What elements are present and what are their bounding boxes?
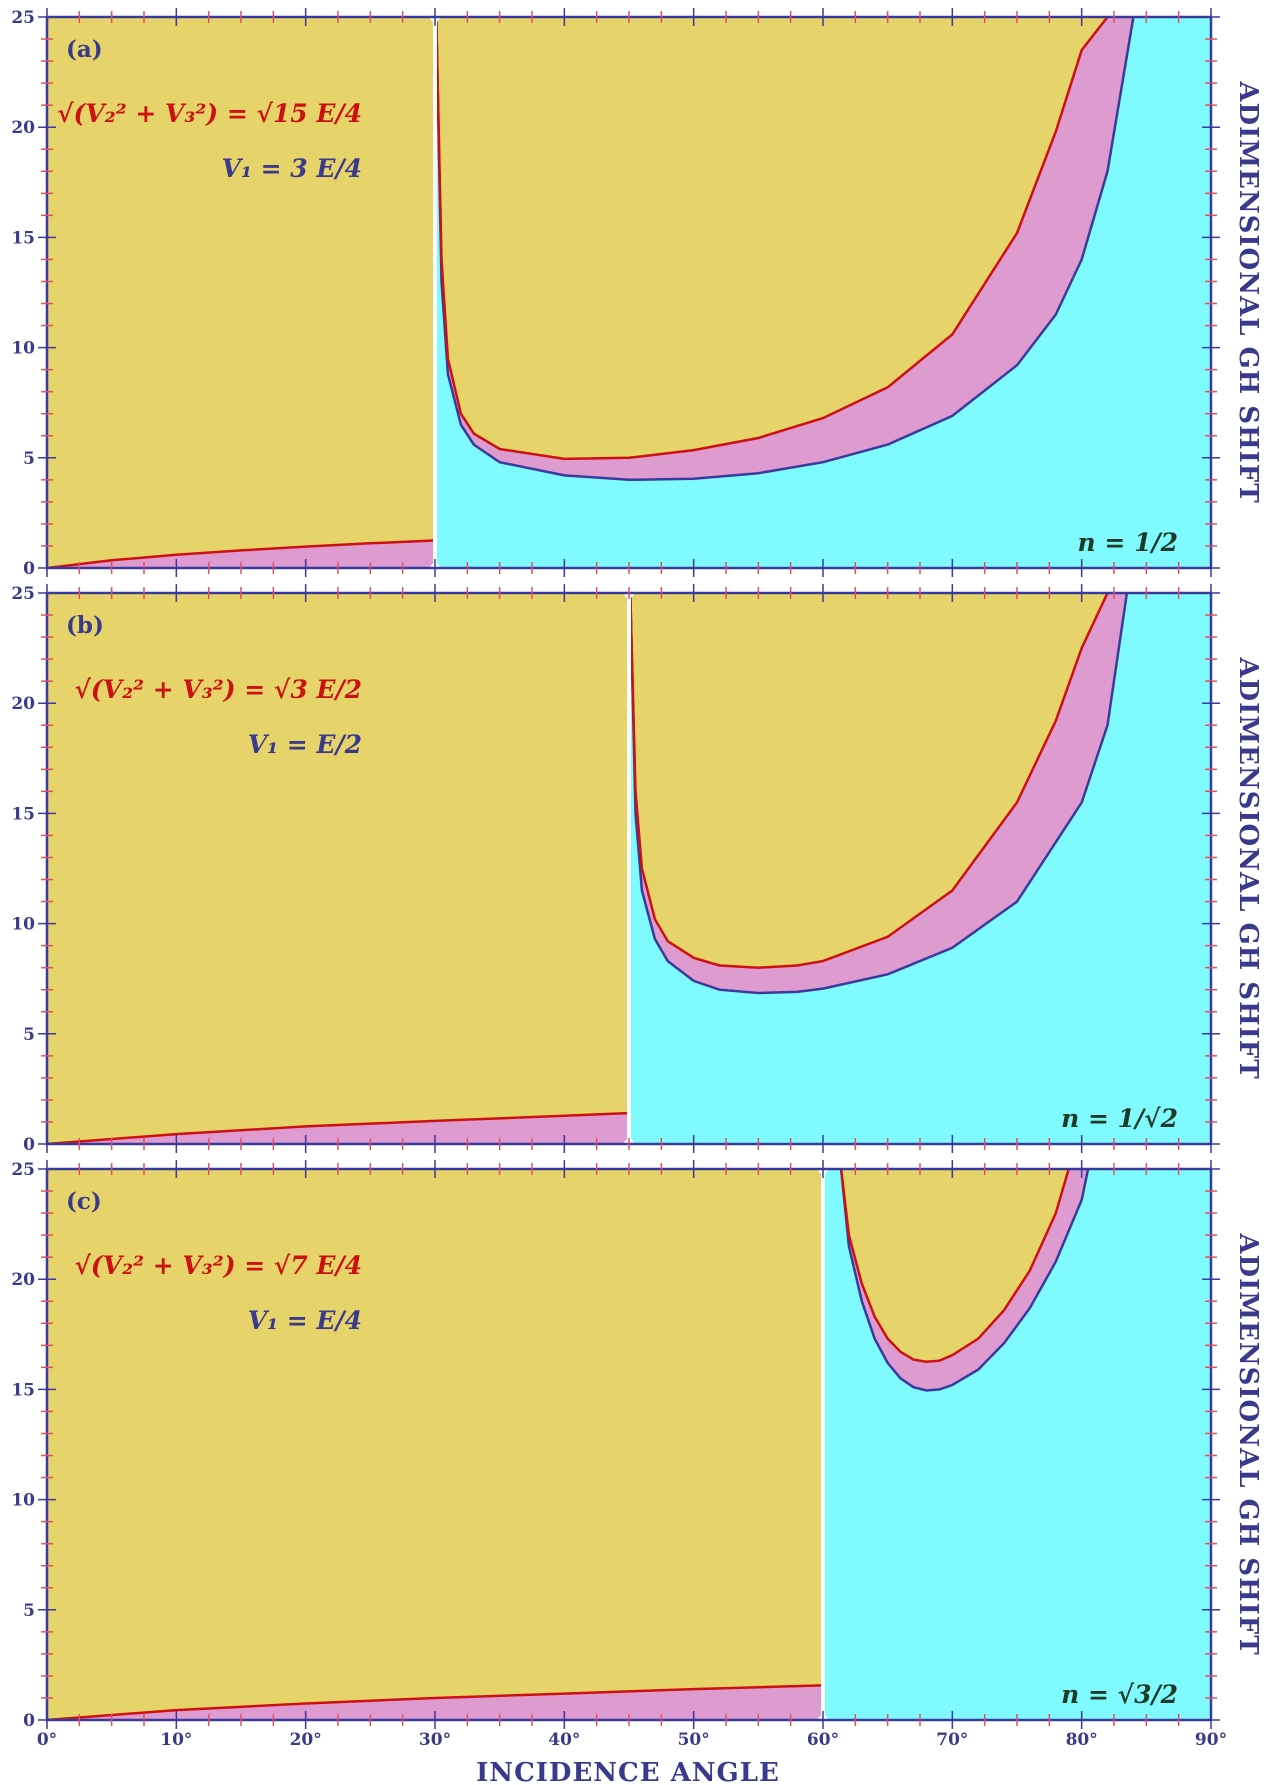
plot-area [47,593,1211,1144]
red-formula: √(V₂² + V₃²) = √3 E/2 [75,675,363,704]
y-tick-label: 10 [11,339,35,359]
pink-wedge [47,1685,822,1720]
y-tick-label: 5 [23,1025,35,1045]
plot-area [47,17,1211,568]
y-axis-title: ADIMENSIONAL GH SHIFT [1233,656,1263,1079]
red-curve-low [47,1111,628,1144]
panel-1: 0 5 10 15 20 25 (a) √(V₂² + V₃²) = √15 E/4 V₁ = … [11,8,1263,579]
panel-tag: (c) [66,1188,102,1215]
y-tick-label: 25 [11,1160,35,1180]
panel-2: 0 5 10 15 20 25 (b) √(V₂² + V₃²) = √3 E/2 V₁ = E… [11,584,1263,1155]
y-tick-label: 10 [11,915,35,935]
blue-formula: V₁ = E/4 [248,1306,362,1335]
y-tick-label: 0 [23,559,35,579]
plot-area [47,1169,1211,1720]
yellow-region-right [841,1169,1069,1362]
x-tick-label: 40° [548,1730,580,1750]
pink-wedge [47,1113,628,1144]
y-tick-label: 25 [11,584,35,604]
chart-panels: 0 5 10 15 20 25 (a) √(V₂² + V₃²) = √15 E/4 V₁ = … [11,8,1263,1750]
panel-3: 0 5 10 15 20 25 0° 10° 20° 30° 40° 50° 60° 70° 80° 90° (… [11,1160,1263,1750]
n-label: n = 1/2 [1078,528,1178,557]
yellow-region-left [47,593,629,1144]
x-tick-label: 90° [1195,1730,1227,1750]
panel-tag: (a) [66,36,103,63]
y-axis-title: ADIMENSIONAL GH SHIFT [1233,1232,1263,1655]
red-curve [629,593,1109,969]
n-label: n = 1/√2 [1061,1104,1178,1133]
x-tick-label: 10° [160,1730,192,1750]
x-axis-title: INCIDENCE ANGLE [476,1758,780,1785]
x-tick-label: 60° [807,1730,839,1750]
y-tick-label: 25 [11,8,35,28]
y-tick-label: 0 [23,1135,35,1155]
blue-curve [839,1169,1090,1392]
x-tick-label: 30° [419,1730,451,1750]
y-axis-title: ADIMENSIONAL GH SHIFT [1233,80,1263,503]
yellow-region-left [47,1169,823,1720]
x-tick-label: 80° [1066,1730,1098,1750]
y-tick-label: 0 [23,1711,35,1731]
y-tick-label: 15 [11,804,35,824]
x-tick-label: 0° [37,1730,57,1750]
axis-ticks [38,8,1220,577]
y-tick-label: 5 [23,1601,35,1621]
x-tick-label: 50° [678,1730,710,1750]
blue-curve [629,593,1129,995]
yellow-region-left [47,17,435,568]
axis-ticks [38,1160,1220,1729]
blue-formula: V₁ = E/2 [248,730,362,759]
blue-curve [435,17,1135,482]
y-tick-label: 20 [11,1270,35,1290]
red-curve [435,17,1109,461]
blue-formula: V₁ = 3 E/4 [222,154,362,183]
red-curve-low [47,1684,822,1720]
red-curve-low [47,539,434,568]
y-tick-label: 15 [11,1380,35,1400]
y-tick-label: 20 [11,118,35,138]
red-curve [839,1169,1070,1364]
yellow-region-right [436,17,1108,459]
pink-wedge [47,540,434,568]
n-label: n = √3/2 [1061,1680,1178,1709]
red-formula: √(V₂² + V₃²) = √7 E/4 [75,1251,363,1280]
y-tick-label: 5 [23,449,35,469]
y-tick-label: 15 [11,228,35,248]
panel-tag: (b) [66,612,104,639]
x-tick-label: 20° [290,1730,322,1750]
x-tick-label: 70° [936,1730,968,1750]
yellow-region-right [630,593,1108,968]
red-formula: √(V₂² + V₃²) = √15 E/4 [57,99,362,128]
axis-ticks [38,584,1220,1153]
y-tick-label: 10 [11,1491,35,1511]
y-tick-label: 20 [11,694,35,714]
